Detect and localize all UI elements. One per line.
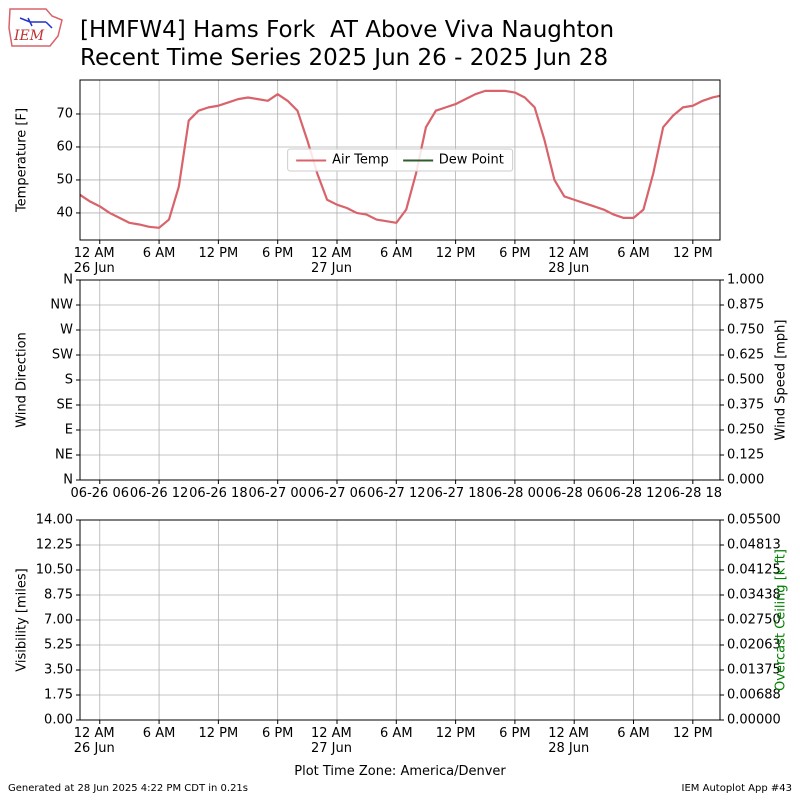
x-tick-label: 12 AM 27 Jun [310,246,352,276]
legend-item: Air Temp [296,153,389,168]
y2-tick-label: 0.125 [727,447,765,463]
y-tick-label: N [63,472,73,488]
y2-tick-label: 0.000 [727,472,765,488]
y-tick-label: SW [51,347,73,363]
y-tick-label: W [60,322,73,338]
y2-tick-label: 0.02750 [727,612,781,628]
y2-tick-label: 0.625 [727,347,765,363]
x-tick-label: 12 PM [435,246,476,261]
x-tick-label: 06-27 12 [367,486,426,501]
x-tick-label: 06-26 12 [129,486,189,501]
y-tick-label: 8.75 [44,587,73,603]
y-tick-label: 40 [56,205,73,221]
x-tick-label: 06-28 06 [544,486,604,501]
x-axis-label: Plot Time Zone: America/Denver [294,764,506,779]
y-tick-label: 60 [56,139,73,155]
y2-tick-label: 0.00688 [727,687,781,703]
x-tick-label: 6 AM [380,246,413,261]
y-tick-label: S [64,372,73,388]
legend-swatch [402,159,433,161]
y2-axis-label: Overcast Ceiling [k ft] [773,549,789,691]
x-tick-label: 6 PM [261,726,294,741]
y2-tick-label: 0.375 [727,397,765,413]
y2-tick-label: 0.04813 [727,537,781,553]
footer-left: Generated at 28 Jun 2025 4:22 PM CDT in … [8,783,249,794]
footer-right: IEM Autoplot App #43 [681,783,792,794]
axes-frame [79,79,721,241]
y-axis-label: Temperature [F] [14,107,30,213]
x-tick-label: 06-26 06 [70,486,129,501]
x-tick-label: 12 AM 28 Jun [548,246,590,276]
x-tick-label: 12 AM 26 Jun [73,726,115,756]
x-tick-label: 06-28 12 [604,486,663,501]
y-axis-label: Visibility [miles] [14,568,30,672]
y2-tick-label: 0.250 [727,422,765,438]
legend-item: Dew Point [402,152,504,168]
x-tick-label: 12 AM 26 Jun [73,246,115,276]
x-tick-label: 06-26 18 [189,486,248,501]
y-tick-label: 14.00 [35,512,73,528]
y-axis-label: Wind Direction [14,332,30,428]
x-tick-label: 06-27 06 [307,486,367,501]
y-tick-label: E [64,422,73,438]
legend-label: Dew Point [438,152,504,168]
x-tick-label: 12 PM [198,246,239,261]
x-tick-label: 6 AM [380,726,413,741]
y2-tick-label: 0.00000 [727,712,781,728]
y2-tick-label: 0.03438 [727,587,781,603]
y2-tick-label: 1.000 [727,272,765,288]
x-tick-label: 12 PM [198,726,239,741]
y-tick-label: 7.00 [44,612,73,628]
x-tick-label: 06-28 18 [663,486,723,501]
y2-tick-label: 0.02063 [727,637,781,653]
y-tick-label: 50 [56,172,73,188]
x-tick-label: 06-27 18 [426,486,485,501]
y2-tick-label: 0.500 [727,372,765,388]
y-tick-label: 0.00 [44,712,73,728]
logo-text: IEM [14,28,45,44]
title-line: [HMFW4] Hams Fork AT Above Viva Naughton [80,17,615,43]
legend-label: Air Temp [332,152,389,168]
y2-tick-label: 0.750 [727,322,765,338]
x-tick-label: 12 AM 27 Jun [310,726,352,756]
x-tick-label: 6 AM [142,246,176,261]
legend-swatch [296,159,327,161]
series-line [79,89,721,229]
x-tick-label: 6 PM [499,726,531,741]
x-tick-label: 06-28 00 [485,486,545,501]
axes-frame [79,519,721,721]
y-tick-label: 12.25 [35,537,73,553]
title-line: Recent Time Series 2025 Jun 26 - 2025 Ju… [80,45,609,71]
y-tick-label: 3.50 [44,662,73,678]
y-tick-label: SE [56,397,73,413]
y2-tick-label: 0.05500 [727,512,781,528]
x-tick-label: 6 PM [261,246,294,261]
y-tick-label: NW [50,297,73,313]
y-tick-label: 10.50 [35,562,73,578]
y2-tick-label: 0.04125 [727,562,781,578]
x-tick-label: 6 AM [142,726,176,741]
y-tick-label: NE [55,447,73,463]
x-tick-label: 6 AM [617,726,650,741]
logo [8,8,63,47]
y-tick-label: 5.25 [44,637,73,653]
x-tick-label: 12 PM [672,246,713,261]
y2-tick-label: 0.01375 [727,662,781,678]
x-tick-label: 6 AM [617,246,650,261]
y-tick-label: N [63,272,73,288]
y-tick-label: 70 [56,106,73,122]
y2-tick-label: 0.875 [727,297,765,313]
y-tick-label: 1.75 [44,687,73,703]
x-tick-label: 12 AM 28 Jun [548,726,590,756]
axes-frame [79,279,721,481]
x-tick-label: 12 PM [672,726,713,741]
x-tick-label: 06-27 00 [248,486,307,501]
legend: Air Temp Dew Point [287,148,513,172]
y2-axis-label: Wind Speed [mph] [773,319,789,441]
x-tick-label: 12 PM [435,726,476,741]
x-tick-label: 6 PM [499,246,531,261]
